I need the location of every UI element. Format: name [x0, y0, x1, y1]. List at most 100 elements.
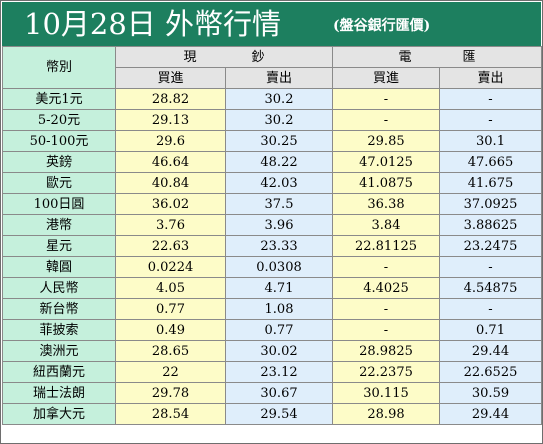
- tt-sell-value: 47.665: [439, 151, 542, 173]
- tt-buy-header: 買進: [332, 67, 440, 89]
- cash-buy-header: 買進: [115, 67, 226, 89]
- currency-name: 加拿大元: [2, 403, 116, 425]
- currency-name: 紐西蘭元: [2, 361, 116, 383]
- tt-sell-value: 0.71: [439, 319, 542, 341]
- table-row: 歐元 40.84 42.03 41.0875 41.675: [2, 172, 542, 194]
- cash-buy-value: 28.54: [115, 403, 226, 425]
- cash-sell-value: 1.08: [225, 298, 333, 320]
- cash-buy-value: 36.02: [115, 193, 226, 215]
- cash-buy-value: 29.13: [115, 109, 226, 131]
- tt-sell-value: -: [439, 298, 542, 320]
- tt-buy-value: -: [332, 298, 440, 320]
- tt-sell-value: -: [439, 256, 542, 278]
- currency-name: 菲披索: [2, 319, 116, 341]
- header-row-group: 幣別 現 鈔 電 匯: [2, 46, 542, 89]
- cash-buy-value: 0.77: [115, 298, 226, 320]
- table-row: 瑞士法朗 29.78 30.67 30.115 30.59: [2, 382, 542, 404]
- cash-buy-value: 40.84: [115, 172, 226, 194]
- table-row: 新台幣 0.77 1.08- -: [2, 298, 542, 320]
- currency-name: 澳洲元: [2, 340, 116, 362]
- cash-group-header: 現 鈔: [115, 46, 333, 68]
- table-row: 澳洲元 28.65 30.02 28.9825 29.44: [2, 340, 542, 362]
- tt-buy-value: 36.38: [332, 193, 440, 215]
- table-row: 紐西蘭元 22 23.12 22.2375 22.6525: [2, 361, 542, 383]
- page-title: 10月28日 外幣行情: [24, 7, 282, 41]
- tt-buy-value: 28.98: [332, 403, 440, 425]
- currency-name: 星元: [2, 235, 116, 257]
- cash-sell-value: 30.2: [225, 109, 333, 131]
- table-row: 加拿大元 28.54 29.54 28.98 29.44: [2, 403, 542, 425]
- table-row: 韓圓 0.0224 0.0308- -: [2, 256, 542, 278]
- currency-name: 50-100元: [2, 130, 116, 152]
- tt-sell-value: 41.675: [439, 172, 542, 194]
- cash-buy-value: 22: [115, 361, 226, 383]
- cash-sell-value: 0.77: [225, 319, 333, 341]
- currency-name: 港幣: [2, 214, 116, 236]
- exchange-rate-table: 幣別 現 鈔 電 匯 買進 賣出 買進 賣出: [2, 46, 542, 425]
- cash-buy-value: 29.6: [115, 130, 226, 152]
- cash-buy-value: 4.05: [115, 277, 226, 299]
- currency-name: 100日圓: [2, 193, 116, 215]
- cash-buy-value: 29.78: [115, 382, 226, 404]
- currency-name: 歐元: [2, 172, 116, 194]
- cash-buy-value: 0.0224: [115, 256, 226, 278]
- table-row: 人民幣 4.05 4.71 4.4025 4.54875: [2, 277, 542, 299]
- tt-buy-value: 4.4025: [332, 277, 440, 299]
- tt-sell-value: 22.6525: [439, 361, 542, 383]
- cash-buy-value: 28.65: [115, 340, 226, 362]
- table-row: 英鎊 46.64 48.22 47.0125 47.665: [2, 151, 542, 173]
- cash-buy-value: 0.49: [115, 319, 226, 341]
- cash-sell-value: 30.02: [225, 340, 333, 362]
- tt-sell-value: 30.59: [439, 382, 542, 404]
- cash-sell-value: 3.96: [225, 214, 333, 236]
- tt-buy-value: 28.9825: [332, 340, 440, 362]
- cash-group-header-char-1: 現: [183, 49, 197, 65]
- table-row: 100日圓 36.02 37.5 36.38 37.0925: [2, 193, 542, 215]
- cash-buy-value: 46.64: [115, 151, 226, 173]
- telegraphic-group-header: 電 匯: [332, 46, 542, 68]
- currency-name: 韓圓: [2, 256, 116, 278]
- cash-sell-value: 23.12: [225, 361, 333, 383]
- table-row: 港幣 3.76 3.96 3.84 3.88625: [2, 214, 542, 236]
- tt-sell-value: 4.54875: [439, 277, 542, 299]
- cash-buy-value: 28.82: [115, 88, 226, 110]
- table-row: 5-20元 29.13 30.2- -: [2, 109, 542, 131]
- telegraphic-group-header-char-1: 電: [398, 49, 412, 65]
- tt-sell-value: 3.88625: [439, 214, 542, 236]
- tt-buy-value: -: [332, 88, 440, 110]
- cash-group-header-char-2: 鈔: [251, 49, 265, 65]
- tt-buy-value: 41.0875: [332, 172, 440, 194]
- tt-sell-value: 23.2475: [439, 235, 542, 257]
- tt-buy-value: 3.84: [332, 214, 440, 236]
- tt-sell-value: 30.1: [439, 130, 542, 152]
- tt-buy-value: -: [332, 109, 440, 131]
- currency-name: 人民幣: [2, 277, 116, 299]
- cash-sell-value: 29.54: [225, 403, 333, 425]
- tt-sell-value: 37.0925: [439, 193, 542, 215]
- cash-buy-value: 3.76: [115, 214, 226, 236]
- tt-buy-value: 22.81125: [332, 235, 440, 257]
- source-label: (盤谷銀行匯價): [333, 18, 431, 34]
- cash-sell-value: 48.22: [225, 151, 333, 173]
- telegraphic-group-header-char-2: 匯: [462, 49, 476, 65]
- tt-buy-value: 29.85: [332, 130, 440, 152]
- cash-sell-value: 4.71: [225, 277, 333, 299]
- cash-sell-value: 30.25: [225, 130, 333, 152]
- cash-sell-value: 0.0308: [225, 256, 333, 278]
- cash-sell-value: 42.03: [225, 172, 333, 194]
- tt-sell-value: 29.44: [439, 340, 542, 362]
- tt-buy-value: 30.115: [332, 382, 440, 404]
- table-row: 星元 22.63 23.33 22.81125 23.2475: [2, 235, 542, 257]
- tt-sell-header: 賣出: [439, 67, 542, 89]
- currency-column-header: 幣別: [2, 46, 116, 89]
- currency-name: 英鎊: [2, 151, 116, 173]
- cash-buy-value: 22.63: [115, 235, 226, 257]
- tt-buy-value: 22.2375: [332, 361, 440, 383]
- cash-sell-value: 30.2: [225, 88, 333, 110]
- title-bar: 10月28日 外幣行情 (盤谷銀行匯價): [2, 2, 541, 46]
- cash-sell-value: 23.33: [225, 235, 333, 257]
- tt-buy-value: -: [332, 256, 440, 278]
- cash-sell-header: 賣出: [225, 67, 333, 89]
- tt-sell-value: -: [439, 88, 542, 110]
